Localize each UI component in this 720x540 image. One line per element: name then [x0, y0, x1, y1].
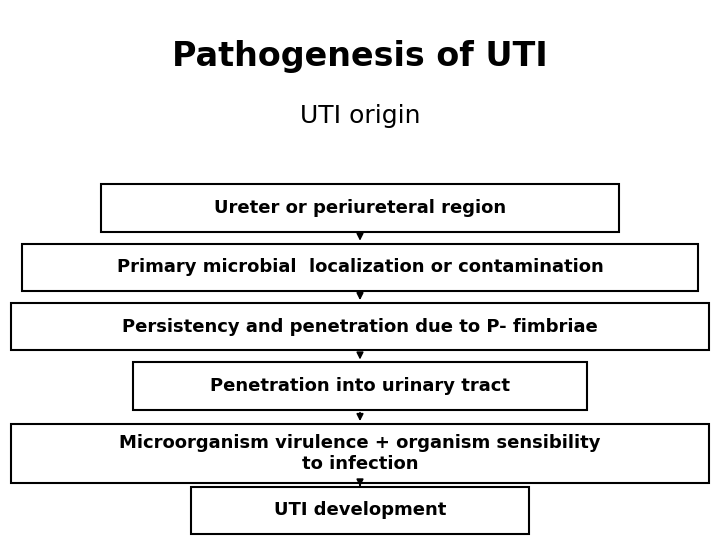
FancyBboxPatch shape	[133, 362, 587, 410]
Text: Penetration into urinary tract: Penetration into urinary tract	[210, 377, 510, 395]
Text: Primary microbial  localization or contamination: Primary microbial localization or contam…	[117, 258, 603, 276]
FancyBboxPatch shape	[11, 424, 709, 483]
Text: Pathogenesis of UTI: Pathogenesis of UTI	[172, 40, 548, 73]
Text: UTI development: UTI development	[274, 501, 446, 519]
FancyBboxPatch shape	[22, 244, 698, 291]
FancyBboxPatch shape	[191, 487, 529, 534]
Text: UTI origin: UTI origin	[300, 104, 420, 128]
Text: Microorganism virulence + organism sensibility
to infection: Microorganism virulence + organism sensi…	[120, 434, 600, 473]
FancyBboxPatch shape	[101, 184, 619, 232]
Text: Ureter or periureteral region: Ureter or periureteral region	[214, 199, 506, 217]
FancyBboxPatch shape	[11, 303, 709, 350]
Text: Persistency and penetration due to P- fimbriae: Persistency and penetration due to P- fi…	[122, 318, 598, 336]
